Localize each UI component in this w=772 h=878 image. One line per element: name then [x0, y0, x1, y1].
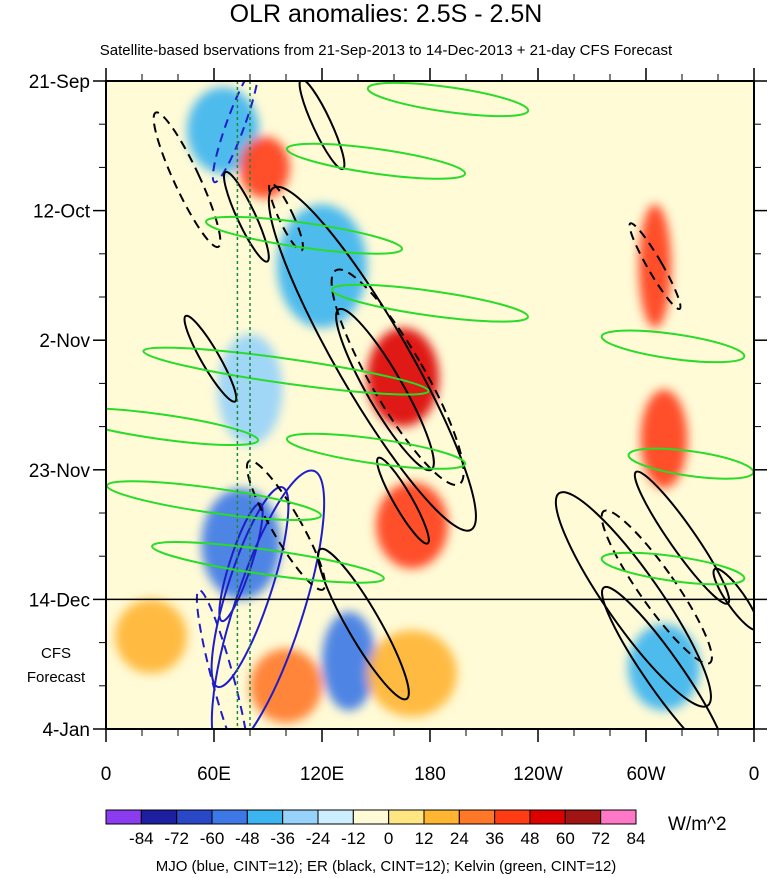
y-tick-label: 4-Jan — [42, 720, 90, 741]
mjo-contour — [210, 469, 326, 729]
colorbar-swatch — [105, 809, 142, 825]
colorbar-swatch — [140, 809, 178, 825]
kelvin-contour — [106, 480, 322, 522]
x-tick-label: 120W — [513, 764, 563, 785]
colorbar-label: 0 — [384, 829, 393, 848]
colorbar-swatch — [529, 809, 566, 825]
er-contour — [245, 459, 327, 591]
kelvin-contour — [204, 215, 404, 255]
er-contour — [601, 585, 727, 729]
colorbar-units: W/m^2 — [668, 814, 727, 835]
x-tick-label: 60E — [197, 764, 231, 785]
colorbar-swatch — [352, 809, 390, 825]
hovmoller-chart: 0 60E 120E 180 120W 60W 0 21-Sep 12-Oct 2-Nov 23-N… — [27, 68, 767, 848]
colorbar-swatch — [246, 809, 284, 825]
colorbar-label: -12 — [341, 829, 366, 848]
mjo-contour — [195, 589, 251, 729]
colorbar-label: 24 — [450, 829, 469, 848]
colorbar-swatch — [388, 809, 425, 825]
anomaly-region — [376, 482, 448, 569]
anomaly-region — [187, 87, 259, 174]
er-contour — [712, 567, 754, 632]
x-tick-label: 60W — [626, 764, 665, 785]
er-contour — [183, 314, 238, 403]
kelvin-contour — [366, 81, 530, 118]
y-tick-label: 2-Nov — [39, 331, 90, 352]
y-tick-label: 14-Dec — [29, 590, 90, 611]
colorbar-swatch — [564, 809, 602, 825]
x-tick-label: 180 — [414, 764, 446, 785]
colorbar-label: 36 — [485, 829, 504, 848]
mjo-contour — [211, 81, 260, 184]
colorbar-label: 60 — [556, 829, 575, 848]
colorbar-label: -48 — [235, 829, 260, 848]
kelvin-contour — [600, 551, 746, 586]
colorbar-label: -24 — [306, 829, 331, 848]
anomaly-region — [628, 624, 700, 711]
anomaly-region — [250, 648, 322, 723]
er-contour — [376, 456, 430, 545]
colorbar-swatch — [458, 809, 496, 825]
colorbar-swatch — [423, 809, 460, 825]
er-contour — [554, 491, 712, 708]
er-contour — [152, 111, 222, 249]
forecast-label: Forecast — [27, 669, 86, 686]
colorbar-swatch — [600, 809, 637, 825]
colorbar-label: 48 — [521, 829, 540, 848]
kelvin-contour — [600, 329, 746, 364]
colorbar-swatch — [176, 809, 213, 825]
chart-title: OLR anomalies: 2.5S - 2.5N — [229, 0, 543, 28]
colorbar-label: -60 — [200, 829, 225, 848]
anomaly-region — [640, 389, 688, 489]
er-contour — [628, 222, 682, 311]
kelvin-contour — [285, 432, 467, 470]
anomaly-region — [638, 204, 672, 328]
chart-subtitle: Satellite-based bservations from 21-Sep-… — [99, 42, 673, 59]
x-tick-label: 0 — [749, 764, 760, 785]
colorbar-label: -36 — [270, 829, 295, 848]
kelvin-contour — [151, 541, 385, 584]
kelvin-contour — [285, 142, 467, 180]
kelvin-contour — [142, 346, 430, 396]
colorbar-swatch — [282, 809, 319, 825]
anomaly-region — [367, 630, 457, 717]
x-tick-label: 120E — [300, 764, 344, 785]
er-contour — [600, 509, 713, 665]
forecast-label: CFS — [41, 645, 71, 662]
y-tick-label: 21-Sep — [29, 72, 90, 93]
y-tick-label: 12-Oct — [33, 202, 91, 223]
colorbar-swatch — [317, 809, 354, 825]
anomaly-region — [322, 611, 376, 711]
er-contour — [222, 170, 270, 263]
anomaly-region — [367, 327, 439, 427]
colorbar-swatch — [211, 809, 248, 825]
kelvin-contour — [106, 407, 260, 447]
colorbar-label: 12 — [415, 829, 434, 848]
x-tick-label: 0 — [101, 764, 112, 785]
colorbar-swatch — [494, 809, 531, 825]
anomaly-region — [239, 136, 290, 199]
anomaly-region — [115, 599, 187, 674]
kelvin-contour — [330, 283, 530, 323]
mjo-contour — [210, 486, 290, 689]
colorbar-label: 84 — [627, 829, 646, 848]
colorbar-label: -72 — [164, 829, 189, 848]
mjo-contour — [218, 502, 264, 623]
er-contour — [316, 547, 410, 701]
anomaly-region — [201, 488, 281, 600]
colorbar-label: 72 — [591, 829, 610, 848]
colorbar-label: -84 — [129, 829, 154, 848]
er-contour — [330, 268, 465, 486]
er-contour — [267, 185, 477, 532]
y-tick-label: 23-Nov — [29, 461, 91, 482]
contour-legend-footer: MJO (blue, CINT=12); ER (black, CINT=12)… — [155, 858, 617, 875]
